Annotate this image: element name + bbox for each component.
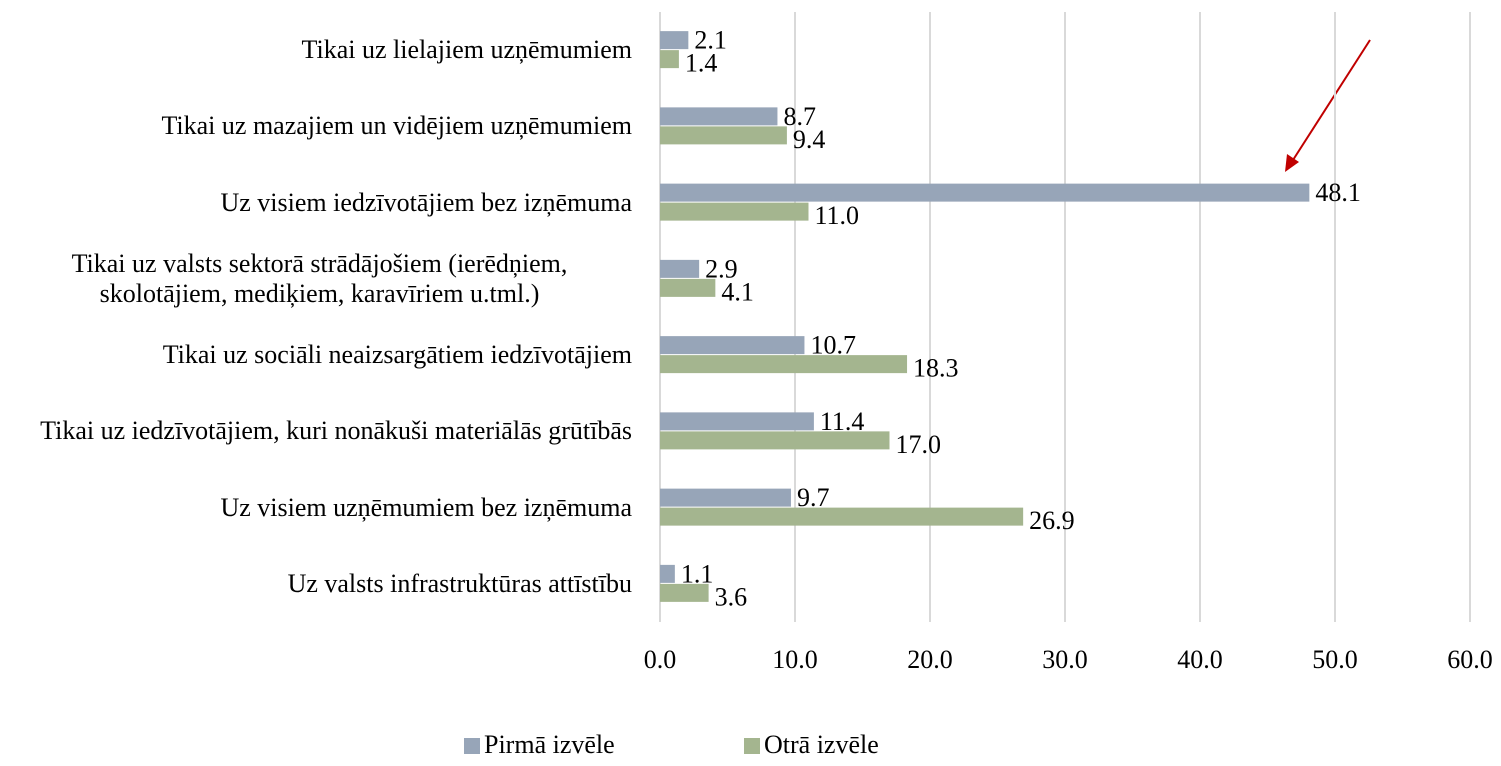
category-text: Tikai uz sociāli neaizsargātiem iedzīvot…: [162, 340, 632, 370]
legend-label: Pirmā izvēle: [484, 730, 615, 759]
value-label: 1.1: [681, 559, 714, 588]
value-label: 4.1: [721, 277, 754, 306]
bar: [660, 583, 709, 602]
value-label: 2.9: [705, 254, 738, 283]
bar: [660, 488, 791, 507]
category-label: Uz visiem iedzīvotājiem bez izņēmuma: [0, 188, 632, 218]
category-text: Uz visiem uzņēmumiem bez izņēmuma: [220, 492, 632, 522]
value-label: 11.4: [820, 407, 865, 436]
value-label: 48.1: [1315, 178, 1361, 207]
value-label: 2.1: [694, 26, 727, 55]
x-tick-label: 30.0: [1042, 645, 1088, 674]
x-tick-label: 40.0: [1177, 645, 1223, 674]
bar: [660, 564, 675, 583]
bar: [660, 50, 679, 69]
legend-swatch: [464, 738, 480, 754]
value-label: 17.0: [896, 430, 942, 459]
bar: [660, 183, 1310, 202]
category-text: Uz visiem iedzīvotājiem bez izņēmuma: [220, 187, 632, 217]
value-label: 26.9: [1029, 506, 1075, 535]
legend-swatch: [744, 738, 760, 754]
bar: [660, 431, 890, 450]
x-tick-label: 20.0: [907, 645, 953, 674]
category-text: Uz valsts infrastruktūras attīstību: [287, 568, 632, 598]
arrow-head: [1285, 154, 1299, 172]
category-text: Tikai uz lielajiem uzņēmumiem: [301, 35, 632, 65]
bar: [660, 107, 778, 126]
value-label: 18.3: [913, 354, 959, 383]
category-label: Uz visiem uzņēmumiem bez izņēmuma: [0, 493, 632, 523]
value-label: 11.0: [815, 201, 860, 230]
bar: [660, 412, 814, 431]
bar: [660, 202, 809, 221]
x-tick-label: 0.0: [644, 645, 677, 674]
bar: [660, 259, 700, 278]
category-text: Tikai uz iedzīvotājiem, kuri nonākuši ma…: [40, 416, 632, 446]
bar: [660, 507, 1024, 526]
bar: [660, 126, 787, 145]
value-label: 8.7: [783, 102, 816, 131]
value-label: 10.7: [810, 331, 856, 360]
x-tick-label: 10.0: [772, 645, 818, 674]
value-label: 9.7: [797, 483, 830, 512]
bar: [660, 278, 716, 297]
category-text: Tikai uz mazajiem un vidējiem uzņēmumiem: [161, 111, 632, 141]
x-tick-label: 50.0: [1312, 645, 1358, 674]
category-text: Tikai uz valsts sektorā strādājošiem (ie…: [71, 248, 568, 308]
bar: [660, 31, 689, 50]
x-tick-label: 60.0: [1447, 645, 1493, 674]
bar: [660, 336, 805, 355]
value-label: 9.4: [793, 125, 826, 154]
category-label: Tikai uz valsts sektorā strādājošiem (ie…: [0, 249, 632, 309]
category-label: Tikai uz sociāli neaizsargātiem iedzīvot…: [0, 340, 632, 370]
value-label: 3.6: [715, 582, 748, 611]
category-label: Tikai uz mazajiem un vidējiem uzņēmumiem: [0, 111, 632, 141]
category-label: Tikai uz iedzīvotājiem, kuri nonākuši ma…: [0, 416, 632, 446]
value-label: 1.4: [685, 49, 718, 78]
category-label: Tikai uz lielajiem uzņēmumiem: [0, 35, 632, 65]
arrow: [1292, 39, 1371, 161]
bar: [660, 355, 908, 374]
category-label: Uz valsts infrastruktūras attīstību: [0, 569, 632, 599]
legend-label: Otrā izvēle: [764, 730, 879, 759]
